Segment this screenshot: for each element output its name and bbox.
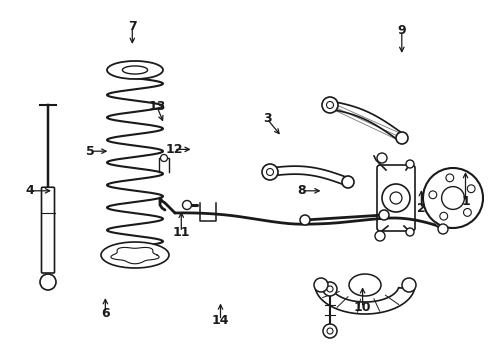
Circle shape bbox=[323, 282, 337, 296]
FancyBboxPatch shape bbox=[42, 187, 54, 273]
Circle shape bbox=[327, 328, 333, 334]
Polygon shape bbox=[316, 288, 415, 314]
Circle shape bbox=[446, 174, 454, 182]
Ellipse shape bbox=[101, 242, 169, 268]
Circle shape bbox=[262, 164, 278, 180]
Text: 6: 6 bbox=[101, 307, 110, 320]
Text: 12: 12 bbox=[165, 143, 183, 156]
Circle shape bbox=[438, 224, 448, 234]
Text: 10: 10 bbox=[354, 301, 371, 314]
Circle shape bbox=[375, 231, 385, 241]
Text: 5: 5 bbox=[86, 145, 95, 158]
FancyBboxPatch shape bbox=[377, 165, 415, 231]
Text: 14: 14 bbox=[212, 314, 229, 327]
Ellipse shape bbox=[349, 274, 381, 296]
Text: 4: 4 bbox=[25, 184, 34, 197]
Circle shape bbox=[464, 208, 471, 216]
Circle shape bbox=[402, 278, 416, 292]
Circle shape bbox=[182, 201, 192, 210]
Circle shape bbox=[467, 185, 475, 193]
Circle shape bbox=[406, 160, 414, 168]
Text: 8: 8 bbox=[297, 184, 306, 197]
Circle shape bbox=[326, 102, 334, 108]
Circle shape bbox=[342, 176, 354, 188]
Circle shape bbox=[429, 191, 437, 199]
Circle shape bbox=[327, 286, 333, 292]
Circle shape bbox=[440, 212, 448, 220]
Circle shape bbox=[377, 153, 387, 163]
Text: 13: 13 bbox=[148, 100, 166, 113]
Ellipse shape bbox=[122, 66, 147, 74]
Text: 7: 7 bbox=[128, 21, 137, 33]
Text: 9: 9 bbox=[397, 24, 406, 37]
Text: 1: 1 bbox=[461, 195, 470, 208]
Text: 11: 11 bbox=[172, 226, 190, 239]
Circle shape bbox=[396, 132, 408, 144]
Circle shape bbox=[406, 228, 414, 236]
Circle shape bbox=[390, 192, 402, 204]
Circle shape bbox=[267, 168, 273, 175]
Circle shape bbox=[379, 210, 389, 220]
Circle shape bbox=[161, 154, 168, 162]
Ellipse shape bbox=[107, 61, 163, 79]
Circle shape bbox=[323, 324, 337, 338]
Circle shape bbox=[441, 186, 465, 210]
Circle shape bbox=[382, 184, 410, 212]
Circle shape bbox=[300, 215, 310, 225]
Circle shape bbox=[423, 168, 483, 228]
Text: 3: 3 bbox=[263, 112, 271, 125]
Text: 2: 2 bbox=[417, 202, 426, 215]
Circle shape bbox=[322, 97, 338, 113]
Circle shape bbox=[40, 274, 56, 290]
Circle shape bbox=[314, 278, 328, 292]
